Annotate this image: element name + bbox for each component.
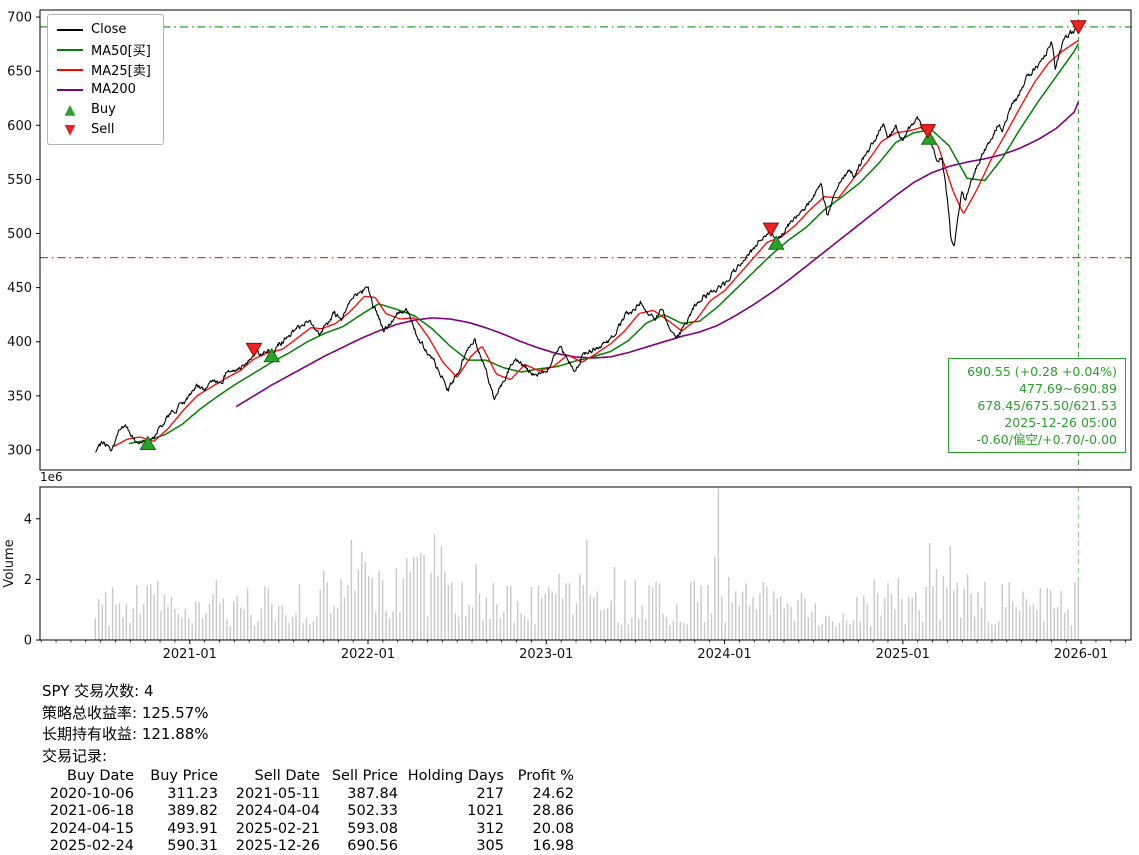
svg-text:350: 350 — [7, 389, 32, 404]
legend-label-ma50: MA50[买] — [91, 44, 151, 59]
svg-text:2022-01: 2022-01 — [341, 647, 395, 662]
col-header-buy-date: Buy Date — [67, 768, 134, 784]
trade-cell: 20.08 — [532, 820, 574, 837]
svg-text:2025-01: 2025-01 — [876, 647, 930, 662]
legend-label-close: Close — [91, 22, 127, 37]
legend-item-sell: ▼ Sell — [56, 122, 151, 137]
trade-cell: 311.23 — [167, 785, 218, 802]
svg-text:4: 4 — [24, 512, 32, 527]
ma50-line-swatch — [56, 48, 84, 51]
legend-item-buy: ▲ Buy — [56, 102, 151, 117]
trade-cell: 16.98 — [532, 838, 574, 854]
svg-text:2023-01: 2023-01 — [519, 647, 573, 662]
legend-label-sell: Sell — [91, 122, 115, 137]
trade-cell: 2025-12-26 — [235, 838, 320, 854]
trade-cell: 690.56 — [347, 838, 398, 854]
svg-text:2021-01: 2021-01 — [163, 647, 217, 662]
summary-block: SPY 交易次数: 4 策略总收益率: 125.57% 长期持有收益: 121.… — [42, 681, 574, 855]
trade-cell: 502.33 — [347, 803, 398, 819]
ma25-line-swatch — [56, 68, 84, 71]
sell-triangle-icon: ▼ — [64, 121, 76, 138]
legend-label-ma200: MA200 — [91, 82, 136, 97]
trade-cell: 590.31 — [167, 838, 218, 854]
legend-item-ma200: MA200 — [56, 82, 151, 97]
col-header-holding-days: Holding Days — [407, 768, 504, 784]
info-line-signal: -0.60/偏空/+0.70/-0.00 — [976, 432, 1117, 447]
ma200-line-swatch — [56, 88, 84, 91]
trade-cell: 2025-02-24 — [49, 838, 134, 854]
buy-triangle-icon: ▲ — [64, 101, 76, 118]
trade-cell: 2021-05-11 — [235, 785, 320, 802]
col-header-buy-price: Buy Price — [150, 768, 218, 784]
svg-text:450: 450 — [7, 281, 32, 296]
svg-text:300: 300 — [7, 443, 32, 458]
line-swatch-icon — [57, 28, 83, 31]
svg-text:400: 400 — [7, 335, 32, 350]
trade-cell: 305 — [476, 838, 504, 854]
trade-table: Buy Date Buy Price Sell Date Sell Price … — [42, 768, 574, 855]
quote-info-box: 690.55 (+0.28 +0.04%) 477.69~690.89 678.… — [948, 358, 1126, 453]
col-header-profit: Profit % — [517, 768, 574, 784]
chart-canvas: 300 350 400 450 500 550 600 650 700 0 2 4 2021-01 202… — [2, 9, 1132, 662]
legend-item-ma25: MA25[卖] — [56, 62, 151, 79]
trade-cell: 28.86 — [532, 803, 574, 819]
trade-cell: 2024-04-15 — [49, 820, 134, 837]
svg-text:1e6: 1e6 — [40, 470, 63, 484]
svg-text:600: 600 — [7, 119, 32, 134]
trade-cell: 312 — [476, 820, 504, 837]
svg-text:0: 0 — [24, 634, 32, 649]
trade-cell: 24.62 — [532, 785, 574, 802]
trade-cell: 2021-06-18 — [49, 803, 134, 819]
trade-cell: 387.84 — [347, 785, 398, 802]
chart-legend: Close MA50[买] MA25[卖] MA200 ▲ Buy ▼ Sell — [47, 14, 164, 145]
col-header-sell-price: Sell Price — [331, 768, 398, 784]
info-line-price: 690.55 (+0.28 +0.04%) — [967, 364, 1117, 379]
svg-text:2: 2 — [24, 573, 32, 588]
trade-cell: 2024-04-04 — [235, 803, 320, 819]
info-line-mas: 678.45/675.50/621.53 — [977, 398, 1117, 413]
summary-trade-log-label: 交易记录: — [42, 746, 108, 765]
line-swatch-icon — [57, 68, 83, 71]
legend-item-ma50: MA50[买] — [56, 42, 151, 59]
legend-label-ma25: MA25[卖] — [91, 64, 151, 79]
trade-cell: 1021 — [467, 803, 504, 819]
info-line-range: 477.69~690.89 — [1019, 381, 1117, 396]
trade-cell: 2025-02-21 — [235, 820, 320, 837]
svg-text:700: 700 — [7, 11, 32, 26]
trade-cell: 493.91 — [167, 820, 218, 837]
summary-trade-count: SPY 交易次数: 4 — [42, 682, 154, 700]
svg-text:550: 550 — [7, 173, 32, 188]
summary-holding-return: 长期持有收益: 121.88% — [42, 725, 209, 743]
line-swatch-icon — [57, 88, 83, 91]
legend-label-buy: Buy — [91, 102, 116, 117]
close-line-swatch — [56, 28, 84, 31]
col-header-sell-date: Sell Date — [254, 768, 320, 784]
svg-text:2026-01: 2026-01 — [1054, 647, 1108, 662]
trade-cell: 217 — [476, 785, 504, 802]
trade-cell: 2020-10-06 — [49, 785, 134, 802]
svg-text:Volume: Volume — [2, 539, 17, 587]
svg-text:650: 650 — [7, 65, 32, 80]
summary-strategy-return: 策略总收益率: 125.57% — [42, 703, 209, 722]
trade-cell: 389.82 — [167, 803, 218, 819]
legend-item-close: Close — [56, 22, 151, 37]
svg-text:2024-01: 2024-01 — [697, 647, 751, 662]
trade-cell: 593.08 — [347, 820, 398, 837]
info-line-datetime: 2025-12-26 05:00 — [1004, 415, 1117, 430]
line-swatch-icon — [57, 48, 83, 51]
svg-text:500: 500 — [7, 227, 32, 242]
